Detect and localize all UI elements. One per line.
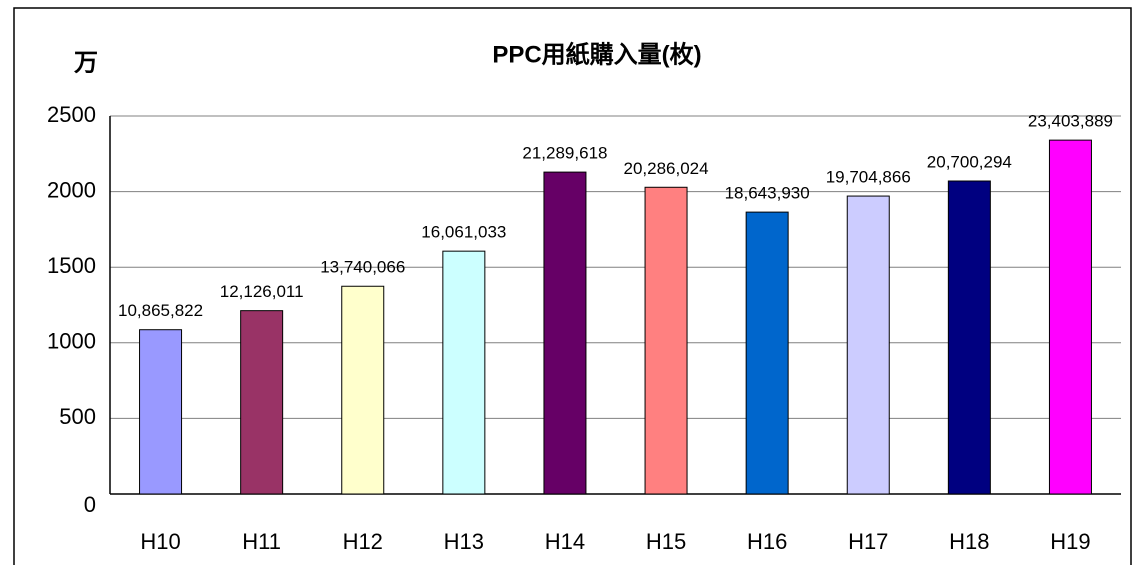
- bar: [745, 211, 789, 495]
- y-tick-label: 2000: [47, 177, 96, 202]
- value-label: 19,704,866: [826, 168, 911, 187]
- y-tick-label: 0: [84, 492, 96, 517]
- value-label: 16,061,033: [421, 223, 506, 242]
- value-label: 23,403,889: [1028, 112, 1113, 131]
- bar: [644, 186, 688, 495]
- value-label: 20,700,294: [927, 152, 1012, 171]
- bar: [139, 329, 183, 495]
- x-tick-label: H17: [848, 529, 888, 554]
- value-label: 20,286,024: [624, 159, 709, 178]
- x-tick-label: H12: [343, 529, 383, 554]
- bar: [442, 250, 486, 495]
- y-tick-label: 2500: [47, 102, 96, 127]
- value-label: 12,126,011: [220, 282, 304, 301]
- x-tick-label: H10: [140, 529, 180, 554]
- value-label: 21,289,618: [522, 144, 607, 163]
- bar: [341, 285, 385, 495]
- y-tick-label: 500: [59, 404, 96, 429]
- bar: [240, 310, 284, 495]
- value-label: 10,865,822: [118, 301, 203, 320]
- x-tick-label: H18: [949, 529, 989, 554]
- y-tick-label: 1500: [47, 253, 96, 278]
- bar: [947, 180, 991, 495]
- x-tick-label: H19: [1050, 529, 1090, 554]
- x-tick-label: H15: [646, 529, 686, 554]
- x-tick-label: H16: [747, 529, 787, 554]
- bar: [543, 171, 587, 495]
- value-label: 13,740,066: [320, 258, 405, 277]
- value-label: 18,643,930: [725, 184, 810, 203]
- bar: [1048, 139, 1092, 495]
- y-axis-label: 万: [74, 49, 98, 76]
- x-tick-label: H13: [444, 529, 484, 554]
- bar: [846, 195, 890, 495]
- y-tick-label: 1000: [47, 329, 96, 354]
- chart-title: PPC用紙購入量(枚): [492, 40, 701, 68]
- x-tick-label: H14: [545, 529, 585, 554]
- x-tick-label: H11: [242, 529, 281, 554]
